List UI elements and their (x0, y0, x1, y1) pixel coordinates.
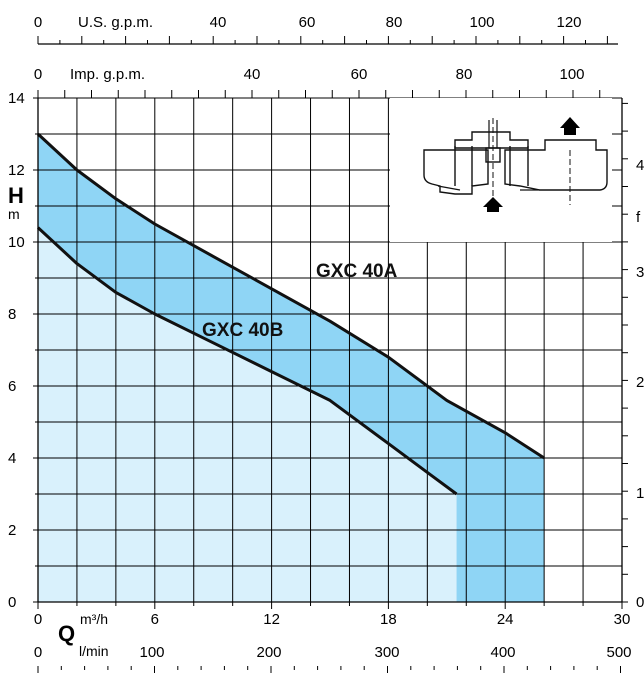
y-tick-label: 2 (8, 522, 16, 539)
curve-gxc40b (36, 226, 458, 496)
lmin-tick-400: 400 (490, 644, 515, 661)
x-tick-label: 0 (34, 611, 42, 628)
lmin-tick-500: 500 (606, 644, 631, 661)
x-tick-label: 6 (151, 611, 159, 628)
x-axis-lmin: Q l/min 0 100 200 300 400 500 (34, 621, 632, 673)
x-tick-label: 30 (614, 611, 631, 628)
us-gpm-axis-label: U.S. g.p.m. (78, 14, 153, 31)
y-tick-label: 0 (8, 594, 16, 611)
imp-gpm-tick-80: 80 (456, 66, 473, 83)
curve-gxc40a (36, 132, 545, 460)
x-tick-label: 18 (380, 611, 397, 628)
outlet-arrow-icon (560, 117, 580, 135)
x-tick-label: 24 (497, 611, 514, 628)
us-gpm-tick-80: 80 (386, 14, 403, 31)
y-axis-symbol: H (8, 183, 24, 208)
imp-gpm-tick-100: 100 (559, 66, 584, 83)
grid (37, 97, 623, 603)
inset-box (390, 98, 612, 242)
lmin-unit: l/min (79, 643, 109, 659)
us-gpm-tick-40: 40 (210, 14, 227, 31)
right-label-0: 0 (636, 594, 644, 611)
us-gpm-tick-100: 100 (469, 14, 494, 31)
y-axis-unit: m (8, 206, 20, 222)
imp-gpm-tick-60: 60 (351, 66, 368, 83)
series-label-gxc40a: GXC 40A (316, 261, 398, 282)
y-axis-right-ticks (622, 102, 628, 603)
series-label-gxc40b: GXC 40B (202, 320, 283, 341)
y-axis-ticks: 0 2 4 6 8 10 12 14 (8, 90, 38, 611)
right-label-2: 2 (636, 374, 644, 391)
band-area (38, 134, 545, 602)
q-symbol: Q (58, 621, 75, 646)
right-label-3: 3 (636, 264, 644, 281)
under-area (38, 227, 457, 602)
y-tick-label: 14 (8, 90, 25, 107)
imp-gpm-tick-40: 40 (244, 66, 261, 83)
imp-gpm-tick-0: 0 (34, 66, 42, 83)
y-tick-label: 4 (8, 450, 16, 467)
right-label-1: 1 (636, 485, 644, 502)
plot-fills (38, 134, 545, 602)
imp-gpm-ticks (37, 90, 601, 98)
pump-drawing (423, 118, 608, 205)
right-label-f: f (636, 209, 641, 226)
inlet-arrow-icon (483, 197, 503, 212)
x-axis-m3h: 0 6 12 18 24 30 m³/h (34, 601, 631, 628)
right-label-4: 4 (636, 157, 644, 174)
lmin-ticks (37, 666, 621, 673)
y-axis-right: 4 f 3 2 1 0 (621, 98, 644, 611)
curves (36, 132, 545, 496)
lmin-tick-300: 300 (374, 644, 399, 661)
us-gpm-tick-120: 120 (556, 14, 581, 31)
us-gpm-tick-0: 0 (34, 14, 42, 31)
imp-gpm-axis-label: Imp. g.p.m. (70, 66, 145, 83)
x-axis-unit: m³/h (80, 611, 108, 627)
imp-gpm-axis: 0 Imp. g.p.m. 40 60 80 100 (34, 66, 601, 98)
us-gpm-axis: 0 U.S. g.p.m. 40 60 80 100 120 (34, 14, 618, 45)
y-tick-label: 8 (8, 306, 16, 323)
us-gpm-ticks (37, 36, 608, 44)
y-tick-label: 12 (8, 162, 25, 179)
lmin-tick-0: 0 (34, 644, 42, 661)
lmin-tick-200: 200 (256, 644, 281, 661)
pump-inset (390, 98, 612, 242)
y-tick-label: 10 (8, 234, 25, 251)
y-tick-label: 6 (8, 378, 16, 395)
x-axis-ticks: 0 6 12 18 24 30 (34, 602, 631, 628)
x-tick-label: 12 (263, 611, 280, 628)
us-gpm-tick-60: 60 (299, 14, 316, 31)
lmin-tick-100: 100 (139, 644, 164, 661)
y-axis-left: 0 2 4 6 8 10 12 14 H m (8, 90, 39, 611)
